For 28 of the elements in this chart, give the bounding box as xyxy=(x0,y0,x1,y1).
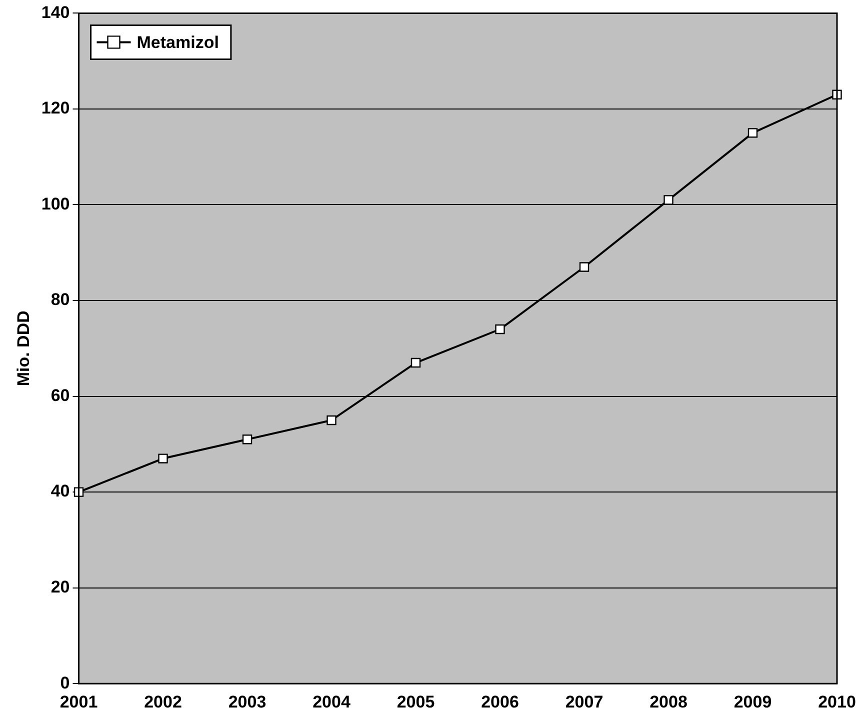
y-tick-label: 120 xyxy=(41,98,70,118)
x-tick-label: 2001 xyxy=(60,692,98,712)
point xyxy=(748,128,758,138)
y-tick-label: 80 xyxy=(50,290,70,310)
point xyxy=(410,358,421,368)
y-axis-title: Mio. DDD xyxy=(14,310,33,386)
y-tick-label: 140 xyxy=(41,2,70,22)
legend-label: Metamizol xyxy=(136,32,219,52)
x-tick-label: 2005 xyxy=(396,692,435,712)
x-tick-label: 2002 xyxy=(144,692,182,712)
point xyxy=(579,262,590,272)
y-tick-label: 100 xyxy=(41,194,70,214)
x-tick-label: 2009 xyxy=(734,692,772,712)
y-tick-label: 60 xyxy=(50,386,70,405)
y-tick-label: 20 xyxy=(50,578,70,597)
y-tick-label: 40 xyxy=(50,482,70,501)
x-tick-label: 2008 xyxy=(650,692,688,712)
point xyxy=(158,454,168,464)
point xyxy=(326,415,336,426)
x-tick-label: 2004 xyxy=(312,692,351,712)
x-tick-label: 2003 xyxy=(228,692,266,712)
point xyxy=(242,434,252,444)
x-tick-label: 2010 xyxy=(818,692,856,712)
x-tick-label: 2006 xyxy=(481,692,519,712)
point xyxy=(664,195,674,205)
y-tick-label: 0 xyxy=(60,673,70,692)
point xyxy=(495,324,505,334)
x-tick-label: 2007 xyxy=(565,692,604,712)
